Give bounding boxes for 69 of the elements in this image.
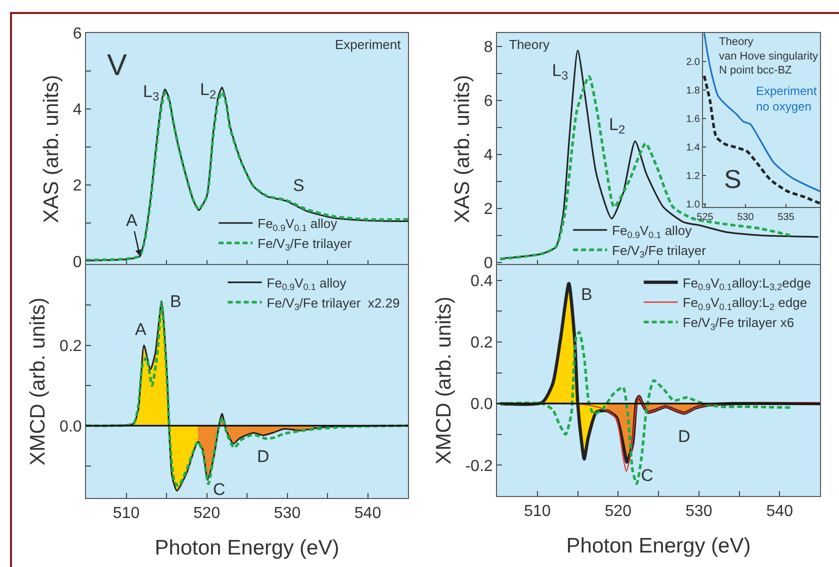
- y-tick-label: 6: [484, 93, 493, 110]
- y-tick-label: 0: [484, 254, 493, 272]
- x-axis-title: Photon Energy (eV): [566, 534, 751, 558]
- x-tick-label: 540: [766, 503, 794, 520]
- y-tick-label: 6: [72, 26, 82, 43]
- annotation: S: [724, 164, 742, 194]
- y-tick-label: 0.2: [60, 338, 82, 355]
- y-axis-title: XAS (arb. units): [451, 74, 474, 224]
- legend-label: Fe$_{0.9}$V$_{0.1}$alloy:L$_{2}$ edge: [682, 295, 808, 312]
- y-tick-label: 1.8: [686, 86, 700, 97]
- annotation: L$_{2}$: [609, 115, 626, 137]
- x-tick-label: 520: [604, 503, 632, 520]
- line-series: [703, 74, 820, 205]
- x-axis-title: Photon Energy (eV): [154, 536, 340, 560]
- annotation: C: [641, 466, 654, 485]
- y-tick-label: 1.0: [686, 200, 700, 211]
- y-tick-label: 4: [484, 147, 493, 164]
- annotation: V: [107, 49, 128, 82]
- annotation: Theory: [509, 37, 550, 52]
- annotation: S: [293, 176, 304, 195]
- x-tick-label: 535: [778, 212, 795, 223]
- y-tick-label: 1.4: [686, 142, 700, 154]
- y-tick-label: 2.0: [686, 57, 700, 68]
- y-tick-label: 0: [72, 254, 82, 271]
- annotation: Experiment no oxygen: [756, 84, 818, 114]
- y-tick-label: 1.6: [686, 114, 700, 126]
- legend-label: Fe$_{0.9}$V$_{0.1}$ alloy: [258, 216, 338, 233]
- annotation: A: [126, 211, 138, 230]
- y-tick-label: -0.2: [465, 458, 493, 475]
- annotation: D: [257, 447, 270, 466]
- y-axis-title: XMCD (arb. units): [26, 297, 50, 466]
- y-tick-label: 0.0: [470, 396, 493, 414]
- annotation: B: [581, 285, 592, 304]
- y-axis-title: XMCD (arb. units): [432, 296, 456, 465]
- y-tick-label: 0.0: [60, 418, 82, 436]
- annotation: D: [678, 427, 690, 446]
- annotation: Experiment: [335, 37, 402, 52]
- line-series: [498, 330, 792, 485]
- x-tick-label: 530: [274, 505, 301, 522]
- annotation: C: [213, 480, 226, 499]
- y-tick-label: 0.2: [470, 334, 493, 352]
- y-tick-label: 1.2: [686, 171, 700, 182]
- annotation: L$_{3}$: [552, 61, 568, 83]
- x-tick-label: 510: [524, 503, 551, 520]
- x-tick-label: 530: [686, 503, 712, 520]
- x-tick-label: 520: [193, 505, 220, 522]
- y-tick-label: 2: [72, 178, 82, 195]
- legend-label: Fe/V$_{3}$/Fe trilayer: [258, 236, 352, 253]
- legend-label: Fe/V$_{3}$/Fe trilayer x2.29: [266, 295, 400, 312]
- legend-label: Fe$_{0.9}$V$_{0.1}$alloy:L$_{3,2}$edge: [682, 275, 812, 292]
- x-tick-label: 525: [696, 212, 714, 223]
- y-tick-label: 0.4: [470, 273, 493, 290]
- y-axis-title: XAS (arb. units): [40, 74, 64, 224]
- x-tick-label: 530: [737, 212, 754, 223]
- line-series: [703, 33, 820, 192]
- legend-label: Fe$_{0.9}$V$_{0.1}$ alloy: [612, 223, 692, 240]
- annotation: B: [170, 292, 182, 311]
- legend-label: Fe/V$_{3}$/Fe trilayer: [612, 242, 707, 260]
- legend-label: Fe$_{0.9}$V$_{0.1}$ alloy: [266, 275, 347, 292]
- annotation: A: [135, 320, 147, 339]
- y-tick-label: 4: [72, 102, 82, 119]
- y-tick-label: 8: [484, 39, 493, 56]
- x-tick-label: 540: [354, 505, 382, 522]
- legend-label: Fe/V$_{3}$/Fe trilayer x6: [682, 315, 794, 332]
- annotation: L$_{2}$: [200, 80, 216, 102]
- x-tick-label: 510: [112, 505, 140, 522]
- y-tick-label: 2: [484, 200, 493, 218]
- annotation: L$_{3}$: [143, 82, 160, 104]
- annotation: Theory van Hove singularity N point bcc-BZ: [719, 36, 819, 77]
